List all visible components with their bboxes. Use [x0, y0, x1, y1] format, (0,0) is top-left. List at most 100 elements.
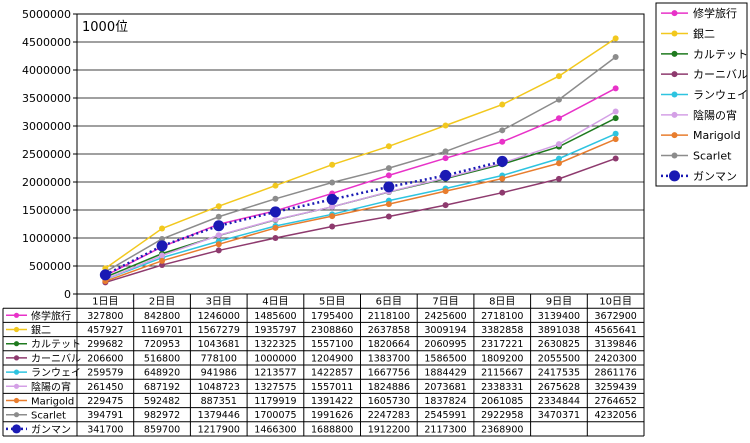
table-cell: 394791 [87, 410, 123, 421]
series-layer [99, 35, 619, 286]
data-point [159, 252, 166, 259]
table-cell: 2637858 [368, 325, 410, 336]
table-cell: 941986 [201, 368, 237, 379]
table-cell: 4565641 [594, 325, 636, 336]
series-line [105, 138, 616, 282]
table-cell: 2425600 [424, 311, 466, 322]
data-point [555, 141, 562, 148]
legend-swatch-marker [671, 30, 678, 37]
data-point [159, 225, 166, 232]
table-series-key-marker [13, 369, 20, 375]
data-point [442, 188, 449, 195]
legend-swatch-marker [671, 10, 678, 17]
table-series-key-marker [13, 355, 20, 361]
table-cell: 2117300 [424, 424, 466, 435]
data-point [440, 169, 452, 181]
series-line [105, 110, 617, 281]
table-cell: 2073681 [424, 382, 466, 393]
table-cell: 3259439 [594, 382, 636, 393]
table-cell: 2317221 [481, 339, 523, 350]
table-cell: 842800 [144, 311, 180, 322]
x-tick-label: 3日目 [206, 297, 232, 308]
table-cell: 3382858 [481, 325, 523, 336]
data-point [499, 175, 506, 182]
data-point [329, 213, 336, 220]
table-cell: 1991626 [311, 410, 353, 421]
data-point [499, 127, 506, 134]
data-point [442, 122, 449, 129]
data-point [442, 155, 449, 162]
data-point [555, 175, 562, 182]
table-cell: 3139846 [594, 339, 636, 350]
table-cell: 1809200 [481, 353, 523, 364]
data-point [612, 108, 619, 115]
y-tick-label: 2000000 [22, 176, 71, 189]
table-cell: 3891038 [538, 325, 580, 336]
data-point [269, 206, 281, 218]
table-cell: 457927 [87, 325, 123, 336]
x-tick-label: 1日目 [92, 297, 118, 308]
y-tick-label: 5000000 [22, 8, 71, 21]
x-tick-label: 5日目 [319, 297, 345, 308]
table-cell: 2420300 [594, 353, 636, 364]
table-cell: 1391422 [311, 396, 353, 407]
table-series-name: カルテット [31, 339, 81, 351]
data-point [213, 220, 225, 232]
table-cell: 1000000 [254, 353, 296, 364]
data-point [555, 96, 562, 103]
data-point [272, 216, 279, 223]
data-point [496, 155, 508, 167]
y-tick-label: 4500000 [22, 36, 71, 49]
series-line [105, 157, 616, 284]
legend-swatch-marker [671, 91, 678, 98]
table-cell: 2861176 [594, 368, 636, 379]
table-cell: 2118100 [368, 311, 410, 322]
x-tick-label: 9日目 [546, 297, 572, 308]
legend-label: 陰陽の宵 [693, 108, 737, 122]
table-cell: 1485600 [254, 311, 296, 322]
x-tick-label: 10日目 [599, 297, 632, 308]
data-point [385, 143, 392, 150]
y-tick-label: 1000000 [22, 232, 71, 245]
legend-label: Scarlet [693, 150, 732, 163]
table-cell: 3470371 [538, 410, 580, 421]
data-point [326, 193, 338, 205]
table-cell: 1379446 [198, 410, 240, 421]
data-point [272, 195, 279, 202]
data-point [385, 213, 392, 220]
data-point [612, 136, 619, 143]
table-series-key-marker [13, 412, 20, 418]
series-line [104, 56, 617, 273]
table-cell: 2055500 [538, 353, 580, 364]
table-cell: 2368900 [481, 424, 523, 435]
table-cell: 299682 [87, 339, 123, 350]
y-tick-label: 1500000 [22, 204, 71, 217]
table-series-name: 陰陽の宵 [31, 380, 71, 393]
data-point [499, 189, 506, 196]
table-cell: 1204900 [311, 353, 353, 364]
table-cell: 2675628 [538, 382, 580, 393]
table-cell: 261450 [87, 382, 123, 393]
table-series-key-marker [13, 312, 20, 318]
data-point [612, 155, 619, 162]
table-cell: 1213577 [254, 368, 296, 379]
table-cell: 1884429 [424, 368, 466, 379]
data-point [612, 85, 619, 92]
x-tick-label: 6日目 [376, 297, 402, 308]
table-cell: 1557100 [311, 339, 353, 350]
y-tick-label: 4000000 [22, 64, 71, 77]
series-line [105, 87, 616, 277]
legend-label: Marigold [693, 129, 741, 142]
table-cell: 720953 [144, 339, 180, 350]
table-series-key-marker [13, 397, 20, 404]
table-cell: 1179919 [254, 396, 296, 407]
table-cell: 4232056 [594, 410, 636, 421]
legend-label: ランウェイ [693, 89, 748, 102]
data-point [385, 201, 392, 208]
table-cell: 2247283 [368, 410, 410, 421]
x-tick-label: 8日目 [489, 297, 515, 308]
table-series-name: 修学旅行 [31, 309, 71, 322]
table-series-name: Scarlet [31, 411, 66, 422]
